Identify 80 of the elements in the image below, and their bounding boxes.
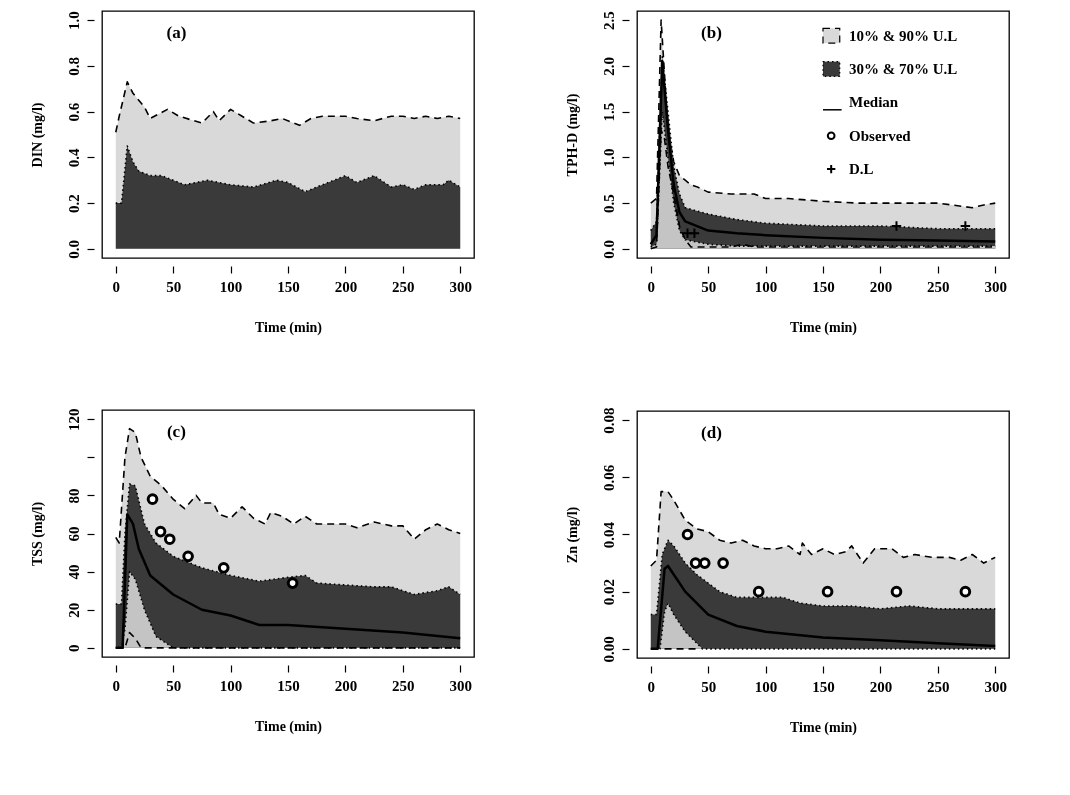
y-tick-label: 40 [65,564,82,580]
y-tick-label: 1.5 [600,102,617,122]
y-tick-label: 0.6 [65,102,82,122]
y-tick-label: 0.2 [65,194,82,213]
x-tick-label: 50 [166,278,182,295]
point [752,585,765,598]
point [217,561,230,574]
x-tick-label: 200 [334,677,358,694]
y-tick-label: 20 [65,602,82,618]
y-tick-label: 2.5 [600,11,617,31]
y-tick-label: 0.00 [600,636,617,663]
text: (a) [166,23,187,43]
legend-label: Observed [849,127,912,144]
x-tick-label: 250 [392,278,415,295]
y-axis-title: DIN (mg/l) [29,102,46,168]
x-tick-label: 150 [277,677,300,694]
y-tick-label: 0.02 [600,579,617,606]
point [681,528,694,541]
x-tick-label: 300 [984,678,1007,695]
point [286,577,299,589]
legend-label: 10% & 90% U.L [849,27,958,44]
y-tick-label: 0 [65,644,82,653]
x-tick-label: 100 [754,678,778,695]
x-tick-label: 100 [219,677,243,694]
x-tick-label: 150 [277,278,300,295]
x-tick-label: 250 [927,278,950,295]
y-tick-label: 1.0 [65,11,82,31]
x-tick-label: 0 [647,678,656,695]
x-tick-label: 0 [112,278,121,295]
point [821,585,834,598]
x-tick-label: 250 [927,678,950,695]
y-tick-label: 0.8 [65,57,82,76]
x-tick-label: 0 [112,677,121,694]
x-tick-label: 300 [449,278,472,295]
point [146,493,159,506]
x-tick-label: 250 [392,677,415,694]
point [163,533,176,546]
x-tick-label: 200 [869,678,893,695]
x-tick-label: 300 [449,677,472,694]
text: (c) [166,422,186,442]
y-axis-title: Zn (mg/l) [564,506,581,564]
x-tick-label: 100 [754,278,778,295]
point [890,585,903,598]
y-tick-label: 120 [65,408,82,431]
point [959,585,972,598]
y-tick-label: 80 [65,488,82,504]
y-tick-label: 60 [65,526,82,542]
y-axis-title: TSS (mg/l) [29,501,46,567]
y-tick-label: 0.0 [600,239,617,259]
x-tick-label: 200 [334,278,358,295]
x-tick-label: 200 [869,278,893,295]
x-tick-label: 150 [812,278,835,295]
y-tick-label: 0.0 [65,239,82,259]
x-axis-title: Time (min) [789,719,858,736]
point [182,550,194,563]
y-tick-label: 0.5 [600,194,617,213]
point [717,557,729,569]
text: (b) [701,23,722,43]
point [154,525,167,538]
x-tick-label: 300 [984,278,1007,295]
y-tick-label: 0.04 [600,521,617,549]
legend-label: D.L [849,161,874,178]
y-tick-label: 2.0 [600,57,617,76]
x-tick-label: 50 [701,278,717,295]
legend-label: 30% & 70% U.L [849,61,958,78]
x-tick-label: 50 [166,677,182,694]
x-tick-label: 0 [647,278,656,295]
y-axis-title: TPH-D (mg/l) [564,93,581,177]
x-tick-label: 150 [812,678,835,695]
x-tick-label: 100 [219,278,243,295]
x-axis-title: Time (min) [254,718,323,735]
x-tick-label: 50 [701,678,717,695]
text: (d) [701,423,722,443]
x-axis-title: Time (min) [789,319,858,336]
x-axis-title: Time (min) [254,319,323,336]
y-tick-label: 0.06 [600,464,617,491]
legend-label: Median [849,94,899,111]
y-tick-label: 1.0 [600,148,617,168]
y-tick-label: 0.08 [600,407,617,434]
y-tick-label: 0.4 [65,148,82,168]
